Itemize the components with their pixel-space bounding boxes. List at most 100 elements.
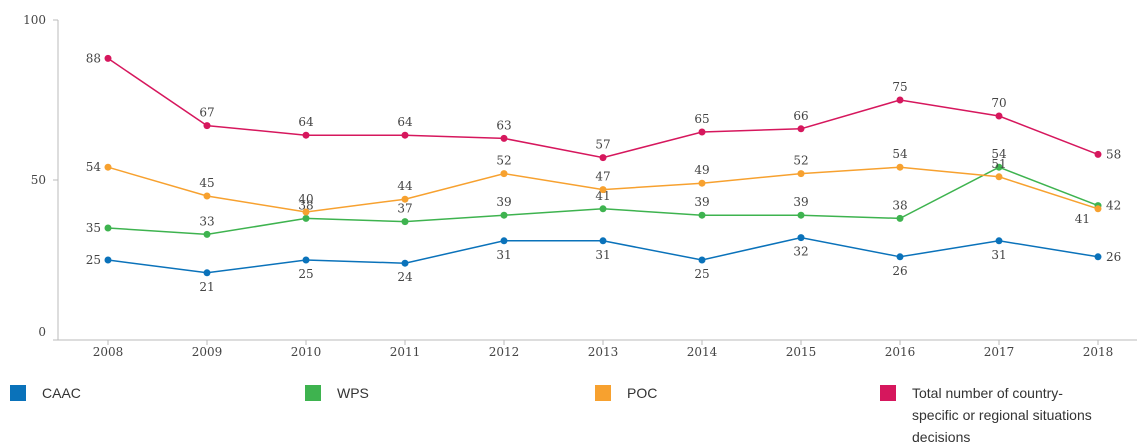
data-label: 32 xyxy=(793,245,808,259)
data-label: 25 xyxy=(298,267,313,281)
data-label: 45 xyxy=(199,176,214,190)
legend-swatch xyxy=(305,385,321,401)
data-point xyxy=(896,253,904,261)
data-point xyxy=(104,256,112,264)
data-point xyxy=(995,112,1003,120)
x-tick-label: 2011 xyxy=(390,345,421,359)
data-label: 88 xyxy=(86,51,101,65)
data-point xyxy=(797,170,805,178)
data-label: 57 xyxy=(595,138,610,152)
legend-item[interactable]: WPS xyxy=(305,382,505,404)
x-tick-label: 2017 xyxy=(984,345,1015,359)
y-tick-label: 0 xyxy=(38,325,46,339)
legend-item[interactable]: CAAC xyxy=(10,382,210,404)
data-label: 25 xyxy=(86,253,101,267)
data-point xyxy=(302,256,310,264)
legend-swatch xyxy=(880,385,896,401)
data-point xyxy=(698,128,706,136)
data-label: 70 xyxy=(991,96,1006,110)
data-label: 75 xyxy=(892,80,907,94)
data-point xyxy=(203,269,211,277)
x-tick-label: 2015 xyxy=(786,345,817,359)
data-label: 39 xyxy=(496,195,511,209)
x-tick-label: 2018 xyxy=(1083,345,1114,359)
data-point xyxy=(797,211,805,219)
data-point xyxy=(896,163,904,171)
data-point xyxy=(599,237,607,245)
data-label: 52 xyxy=(793,154,808,168)
data-label: 42 xyxy=(1106,199,1121,213)
legend-swatch xyxy=(10,385,26,401)
data-point xyxy=(203,122,211,130)
legend-label: CAAC xyxy=(42,385,81,401)
data-label: 54 xyxy=(892,147,908,161)
data-point xyxy=(1094,253,1102,261)
data-point xyxy=(500,211,508,219)
data-point xyxy=(500,134,508,142)
data-label: 54 xyxy=(86,160,102,174)
data-label: 40 xyxy=(298,192,313,206)
data-label: 64 xyxy=(298,115,314,129)
data-label: 24 xyxy=(397,270,413,284)
data-label: 21 xyxy=(199,280,214,294)
data-label: 44 xyxy=(397,179,413,193)
data-point xyxy=(995,173,1003,181)
data-point xyxy=(1094,205,1102,213)
data-point xyxy=(401,195,409,203)
legend-item[interactable]: Total number of country-specific or regi… xyxy=(880,382,1100,448)
x-tick-label: 2016 xyxy=(885,345,916,359)
data-point xyxy=(698,256,706,264)
data-label: 38 xyxy=(892,198,907,212)
data-label: 33 xyxy=(199,214,214,228)
y-tick-label: 50 xyxy=(31,173,46,187)
data-point xyxy=(401,259,409,267)
data-label: 64 xyxy=(397,115,413,129)
data-label: 47 xyxy=(595,170,610,184)
x-tick-label: 2014 xyxy=(687,345,718,359)
x-tick-label: 2010 xyxy=(291,345,322,359)
data-point xyxy=(599,186,607,194)
data-point xyxy=(995,237,1003,245)
data-label: 67 xyxy=(199,106,214,120)
data-point xyxy=(104,163,112,171)
data-label: 41 xyxy=(1075,212,1090,226)
data-point xyxy=(896,96,904,104)
data-label: 49 xyxy=(694,163,709,177)
data-label: 54 xyxy=(991,147,1007,161)
x-tick-label: 2008 xyxy=(93,345,124,359)
data-point xyxy=(995,163,1003,171)
data-label: 31 xyxy=(595,248,610,262)
data-label: 25 xyxy=(694,267,709,281)
legend-item[interactable]: POC xyxy=(595,382,795,404)
data-point xyxy=(302,208,310,216)
data-point xyxy=(104,224,112,232)
y-tick-label: 100 xyxy=(23,13,46,27)
data-label: 31 xyxy=(496,248,511,262)
data-label: 51 xyxy=(991,157,1006,171)
data-label: 65 xyxy=(694,112,709,126)
data-point xyxy=(698,179,706,187)
legend-swatch xyxy=(595,385,611,401)
data-label: 35 xyxy=(86,221,101,235)
data-point xyxy=(203,192,211,200)
data-label: 26 xyxy=(892,264,907,278)
data-point xyxy=(401,218,409,226)
data-point xyxy=(698,211,706,219)
x-tick-label: 2012 xyxy=(489,345,520,359)
data-label: 63 xyxy=(496,118,511,132)
data-label: 58 xyxy=(1106,147,1121,161)
data-label: 38 xyxy=(298,198,313,212)
legend-label: Total number of country-specific or regi… xyxy=(912,385,1092,445)
data-label: 31 xyxy=(991,248,1006,262)
data-point xyxy=(1094,150,1102,158)
data-point xyxy=(599,154,607,162)
data-point xyxy=(599,205,607,213)
data-label: 39 xyxy=(694,195,709,209)
data-point xyxy=(203,230,211,238)
data-label: 37 xyxy=(397,202,412,216)
data-label: 39 xyxy=(793,195,808,209)
data-label: 26 xyxy=(1106,250,1121,264)
data-point xyxy=(500,237,508,245)
data-point xyxy=(500,170,508,178)
